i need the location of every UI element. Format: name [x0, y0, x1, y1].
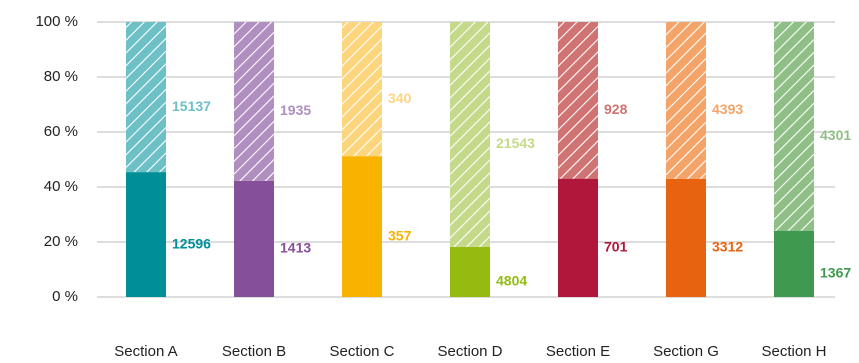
bar-segment [126, 172, 166, 297]
x-tick-label: Section H [761, 343, 826, 360]
bar-segment [774, 230, 814, 297]
x-tick-label: Section B [222, 343, 286, 360]
x-tick-label: Section D [437, 343, 502, 360]
bar-segment [774, 22, 814, 231]
value-label: 4393 [712, 101, 743, 117]
bar-segment [234, 180, 274, 297]
y-tick-label: 40 % [44, 178, 78, 195]
bar-segment [666, 178, 706, 297]
value-label: 928 [604, 101, 628, 117]
value-label: 357 [388, 227, 412, 243]
x-tick-label: Section C [329, 343, 394, 360]
value-label: 15137 [172, 98, 211, 114]
x-tick-label: Section E [546, 343, 610, 360]
value-label: 1413 [280, 240, 311, 256]
y-tick-label: 60 % [44, 123, 78, 140]
y-tick-label: 0 % [52, 288, 78, 305]
y-tick-label: 100 % [35, 13, 78, 30]
bar-segment [450, 246, 490, 297]
bar-segment [126, 22, 166, 173]
bar-segment [342, 22, 382, 157]
bar-segment [558, 178, 598, 297]
bar-segment [234, 22, 274, 181]
y-tick-label: 80 % [44, 68, 78, 85]
value-label: 4804 [496, 273, 527, 289]
value-label: 21543 [496, 135, 535, 151]
value-label: 1367 [820, 265, 851, 281]
value-label: 4301 [820, 127, 851, 143]
bar-segment [450, 22, 490, 247]
value-label: 701 [604, 239, 628, 255]
x-tick-label: Section A [114, 343, 177, 360]
value-label: 1935 [280, 102, 311, 118]
y-tick-label: 20 % [44, 233, 78, 250]
bar-segment [558, 22, 598, 179]
bar-segment [666, 22, 706, 179]
value-label: 3312 [712, 239, 743, 255]
x-tick-label: Section G [653, 343, 719, 360]
value-label: 340 [388, 90, 412, 106]
bar-segment [342, 156, 382, 297]
value-label: 12596 [172, 235, 211, 251]
